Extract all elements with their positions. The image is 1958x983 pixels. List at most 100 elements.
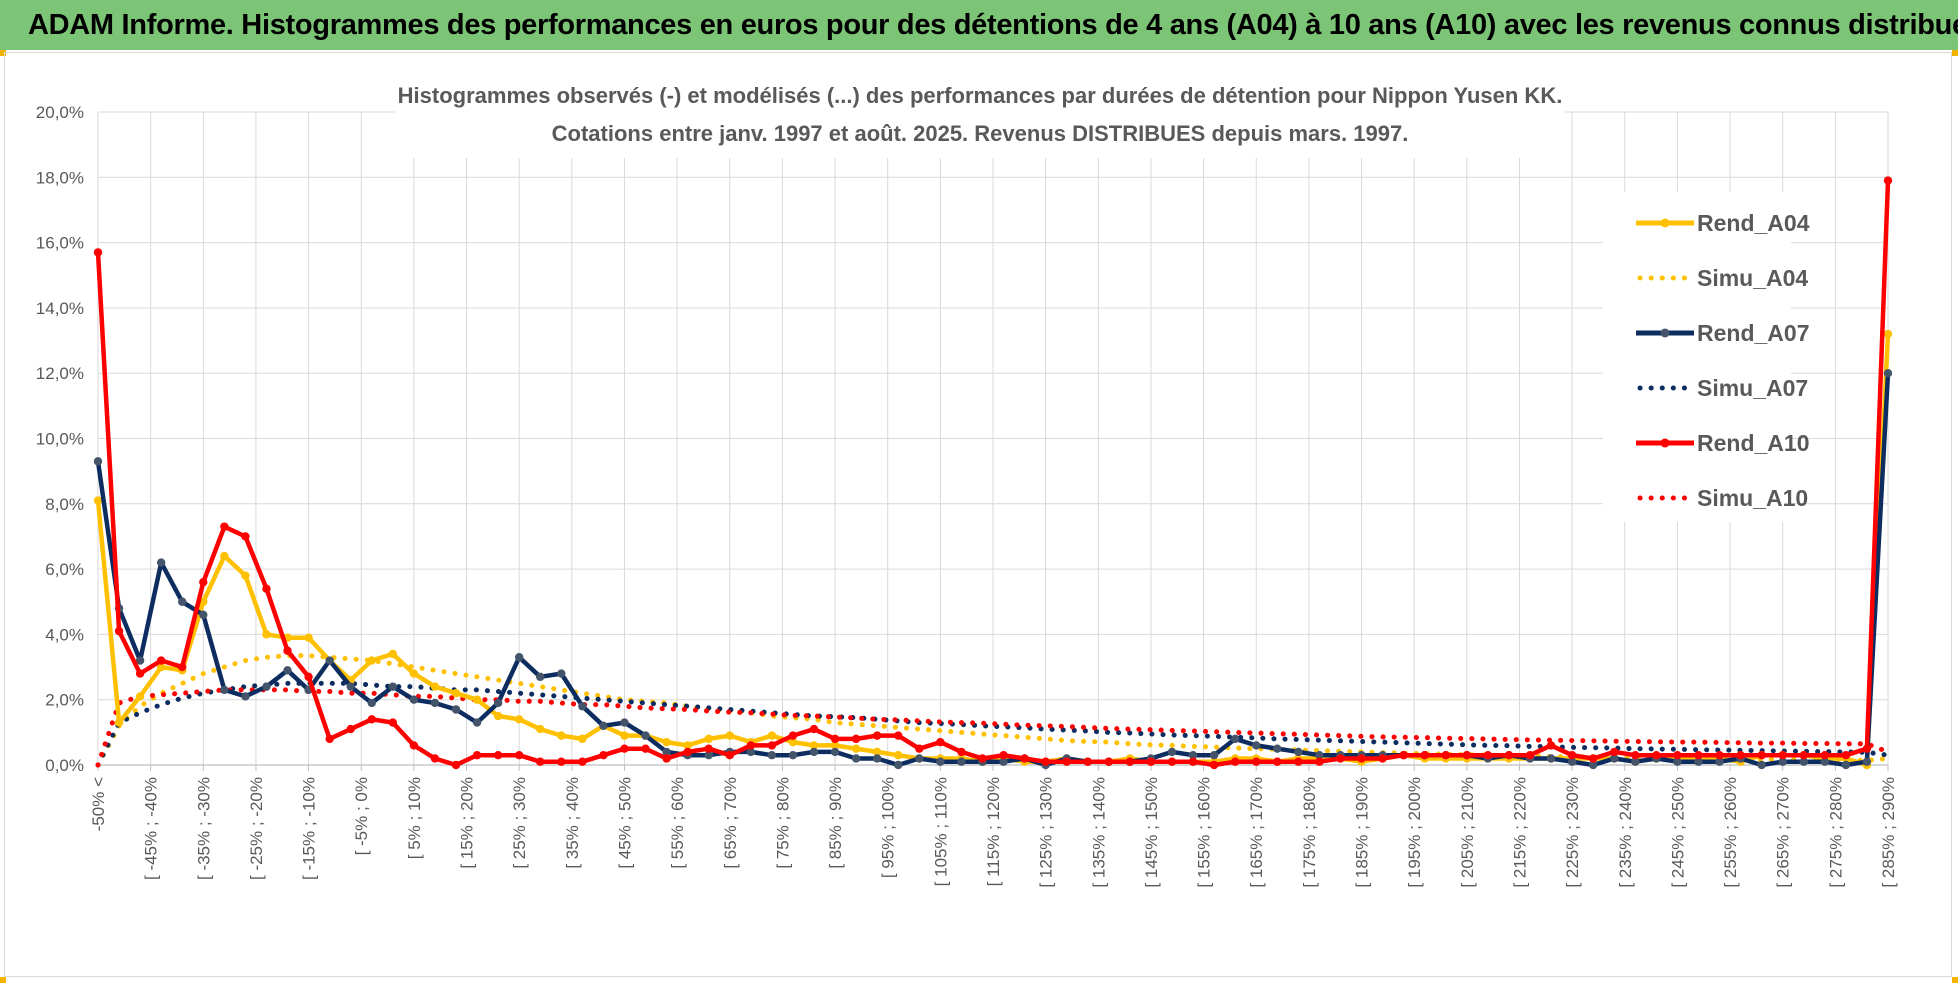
data-point	[367, 656, 376, 665]
header-title: ADAM Informe. Histogrammes des performan…	[28, 9, 1958, 41]
data-point	[156, 656, 166, 665]
data-point	[851, 734, 861, 744]
data-point	[1883, 369, 1893, 378]
data-point	[1336, 754, 1345, 763]
data-point	[1546, 754, 1556, 763]
series-line	[95, 653, 1891, 768]
data-point	[1504, 751, 1514, 760]
data-point	[788, 751, 798, 760]
x-tick-label: [ 25% ; 30%	[510, 777, 529, 869]
data-point	[1673, 751, 1682, 760]
data-point	[262, 630, 271, 639]
data-point	[999, 751, 1008, 760]
data-point	[620, 744, 629, 753]
data-point	[957, 747, 966, 757]
chart-grid	[97, 111, 1889, 771]
data-point	[430, 682, 440, 691]
data-point	[199, 610, 208, 620]
data-point	[1778, 757, 1787, 766]
x-tick-label: [ 245% ; 250%	[1668, 777, 1687, 888]
data-point	[1820, 751, 1830, 760]
data-point	[135, 656, 145, 665]
legend-label: Rend_A10	[1697, 430, 1809, 456]
data-point	[346, 724, 355, 734]
data-point	[788, 731, 798, 740]
y-tick-label: 20,0%	[36, 103, 84, 122]
data-point	[1252, 741, 1261, 750]
data-point	[557, 731, 566, 740]
data-point	[894, 731, 903, 740]
data-point	[851, 754, 861, 763]
x-tick-label: [ 275% ; 280%	[1826, 777, 1845, 888]
x-tick-label: [ -35% ; -30%	[194, 777, 213, 880]
data-point	[809, 741, 819, 750]
data-point	[367, 715, 376, 724]
data-point	[199, 577, 208, 587]
x-tick-label: [ 285% ; 290%	[1879, 777, 1898, 888]
x-tick-label: [ -25% ; -20%	[247, 777, 266, 880]
data-point	[93, 248, 103, 257]
data-point	[767, 741, 777, 750]
data-point	[1862, 757, 1872, 766]
data-point	[1862, 744, 1872, 753]
x-tick-label: [ 55% ; 60%	[668, 777, 687, 869]
data-point	[767, 751, 777, 760]
x-tick-label: [ 95% ; 100%	[879, 777, 898, 878]
data-point	[1694, 757, 1703, 766]
data-point	[1588, 754, 1598, 763]
data-point	[683, 747, 692, 757]
plot-area	[93, 176, 1893, 770]
data-point	[1252, 757, 1261, 766]
data-point	[472, 718, 482, 727]
corner-marker	[1952, 977, 1958, 983]
data-point	[430, 754, 440, 763]
x-tick-label: [ 185% ; 190%	[1353, 777, 1372, 888]
data-point	[1567, 757, 1577, 766]
legend-label: Simu_A04	[1697, 265, 1808, 291]
data-point	[325, 734, 334, 744]
data-point	[1631, 751, 1640, 760]
data-point	[1841, 760, 1851, 770]
y-tick-label: 6,0%	[45, 560, 84, 579]
data-point	[346, 682, 355, 691]
data-point	[493, 751, 503, 760]
data-point	[578, 757, 587, 766]
data-point	[1294, 757, 1303, 766]
data-point	[662, 737, 671, 747]
data-point	[662, 747, 671, 757]
data-point	[493, 711, 503, 721]
data-point	[915, 744, 924, 753]
data-point	[894, 760, 903, 770]
series-line	[95, 687, 1891, 768]
data-point	[746, 747, 756, 757]
data-point	[1631, 757, 1640, 766]
x-tick-label: [ 115% ; 120%	[984, 777, 1003, 886]
data-point	[1062, 757, 1071, 766]
data-point	[557, 757, 566, 766]
data-point	[514, 653, 524, 662]
x-tick-label: [ 65% ; 70%	[721, 777, 740, 869]
data-point	[388, 718, 398, 727]
x-tick-label: [ 105% ; 110%	[931, 777, 950, 886]
data-point	[283, 666, 292, 675]
data-point	[93, 457, 103, 466]
data-point	[1799, 757, 1808, 766]
data-point	[1799, 751, 1808, 760]
data-point	[704, 751, 713, 760]
data-point	[1694, 751, 1703, 760]
data-point	[178, 662, 187, 672]
y-tick-label: 4,0%	[45, 625, 84, 644]
data-point	[472, 751, 482, 760]
data-point	[872, 747, 882, 757]
data-point	[978, 754, 987, 763]
data-point	[156, 558, 166, 567]
data-point	[1715, 757, 1724, 766]
legend: Rend_A04 Simu_A04 Rend_A07 Simu_A07 Rend_A10…	[1636, 210, 1810, 511]
data-point	[451, 760, 461, 770]
x-tick-label: [ 265% ; 270%	[1774, 777, 1793, 888]
data-point	[409, 741, 419, 750]
y-tick-label: 12,0%	[36, 364, 84, 383]
data-point	[93, 496, 103, 505]
legend-entry-Rend_A04: Rend_A04	[1636, 210, 1810, 236]
data-point	[1378, 754, 1387, 763]
